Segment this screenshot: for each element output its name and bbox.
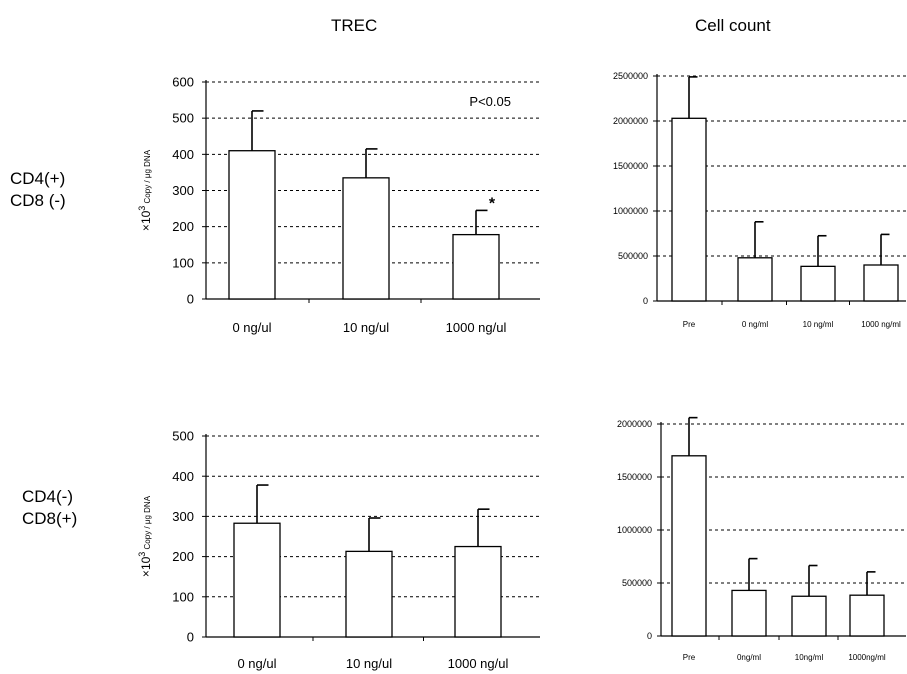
trec-cd8-category-label: 0 ng/ul [237, 656, 276, 671]
cell-cd4-ytick-label: 1500000 [613, 161, 648, 171]
trec-cd4-y-axis-label-unit: Copy / μg DNA [143, 149, 152, 205]
cell-cd8-bar [791, 595, 827, 637]
cell-cd8-ytick-label: 500000 [622, 578, 652, 588]
trec-cd8-bar [345, 550, 393, 638]
trec-cd8-y-axis-label-prefix: ×10 [139, 556, 153, 577]
cell-cd4-category-label: 1000 ng/ml [861, 320, 901, 329]
cell-cd4-ytick-label: 2500000 [613, 71, 648, 81]
row-label-cd8-line1: CD4(-) [22, 487, 73, 506]
row-label-cd8: CD4(-) CD8(+) [22, 486, 77, 530]
cell-cd4-bar [800, 265, 836, 302]
cell-cd8-category-label: Pre [683, 653, 696, 662]
trec-cd4-bar [228, 150, 276, 300]
cell-count-column-title: Cell count [695, 16, 771, 35]
cell-cd4-bar [737, 257, 773, 302]
trec-cd4-category-label: 1000 ng/ul [446, 320, 507, 335]
trec-cd4-annotation: P<0.05 [469, 94, 511, 109]
trec-cd8-ytick-label: 500 [172, 429, 194, 444]
cell-cd8-category-label: 10ng/ml [795, 653, 824, 662]
trec-cd8-ytick-label: 300 [172, 509, 194, 524]
trec-cd4-y-axis-label-exp: 3 [137, 206, 147, 211]
row-label-cd4-line2: CD8 (-) [10, 191, 66, 210]
cell-cd8-ytick-label: 1500000 [617, 472, 652, 482]
cell-cd8-ytick-label: 0 [647, 631, 652, 641]
trec-cd8-y-axis-label-exp: 3 [137, 552, 147, 557]
cell-cd4-ytick-label: 500000 [618, 251, 648, 261]
trec-cd4-ytick-label: 200 [172, 219, 194, 234]
trec-column-title: TREC [331, 16, 378, 35]
cell-cd8-category-label: 0ng/ml [737, 653, 761, 662]
row-label-cd4: CD4(+) CD8 (-) [10, 168, 66, 212]
row-label-cd4-line1: CD4(+) [10, 169, 66, 188]
cell-cd8-bar [731, 589, 767, 637]
trec-cd4-ytick-label: 100 [172, 255, 194, 270]
trec-cd4-bar [452, 233, 500, 300]
trec-cd4-y-axis-label-prefix: ×10 [139, 210, 153, 231]
trec-cd8-ytick-label: 100 [172, 589, 194, 604]
trec-cd8-ytick-label: 200 [172, 549, 194, 564]
cell-cd4-category-label: Pre [683, 320, 696, 329]
trec-cd8-y-axis-label-unit: Copy / μg DNA [143, 495, 152, 551]
cell-cd4-ytick-label: 1000000 [613, 206, 648, 216]
cell-cd8-bar [671, 455, 707, 637]
trec-cd4-category-label: 10 ng/ul [343, 320, 389, 335]
trec-cd4-significance-mark: * [489, 195, 496, 212]
cell-cd4-ytick-label: 2000000 [613, 116, 648, 126]
cell-cd4-ytick-label: 0 [643, 296, 648, 306]
cell-cd8-ytick-label: 2000000 [617, 419, 652, 429]
trec-cd4-category-label: 0 ng/ul [232, 320, 271, 335]
trec-cd4-ytick-label: 400 [172, 147, 194, 162]
trec-cd4-y-axis-label: ×103 Copy / μg DNA [137, 149, 153, 231]
trec-cd8-category-label: 10 ng/ul [346, 656, 392, 671]
trec-cd8-y-axis-label: ×103 Copy / μg DNA [137, 495, 153, 577]
cell-cd4-bar [671, 117, 707, 302]
cell-cd8-ytick-label: 1000000 [617, 525, 652, 535]
cell-cd8-category-label: 1000ng/ml [848, 653, 886, 662]
cell-cd4-category-label: 10 ng/ml [803, 320, 834, 329]
cell-cd4-category-label: 0 ng/ml [742, 320, 768, 329]
trec-cd4-bar [342, 177, 390, 300]
trec-cd4-ytick-label: 500 [172, 111, 194, 126]
trec-cd8-ytick-label: 400 [172, 469, 194, 484]
trec-cd4-ytick-label: 600 [172, 75, 194, 90]
row-label-cd8-line2: CD8(+) [22, 509, 78, 528]
trec-cd4-ytick-label: 300 [172, 183, 194, 198]
trec-cd8-ytick-label: 0 [187, 630, 194, 645]
trec-cd8-category-label: 1000 ng/ul [448, 656, 509, 671]
trec-cd4-ytick-label: 0 [187, 292, 194, 307]
cell-cd8-bar [849, 594, 885, 637]
